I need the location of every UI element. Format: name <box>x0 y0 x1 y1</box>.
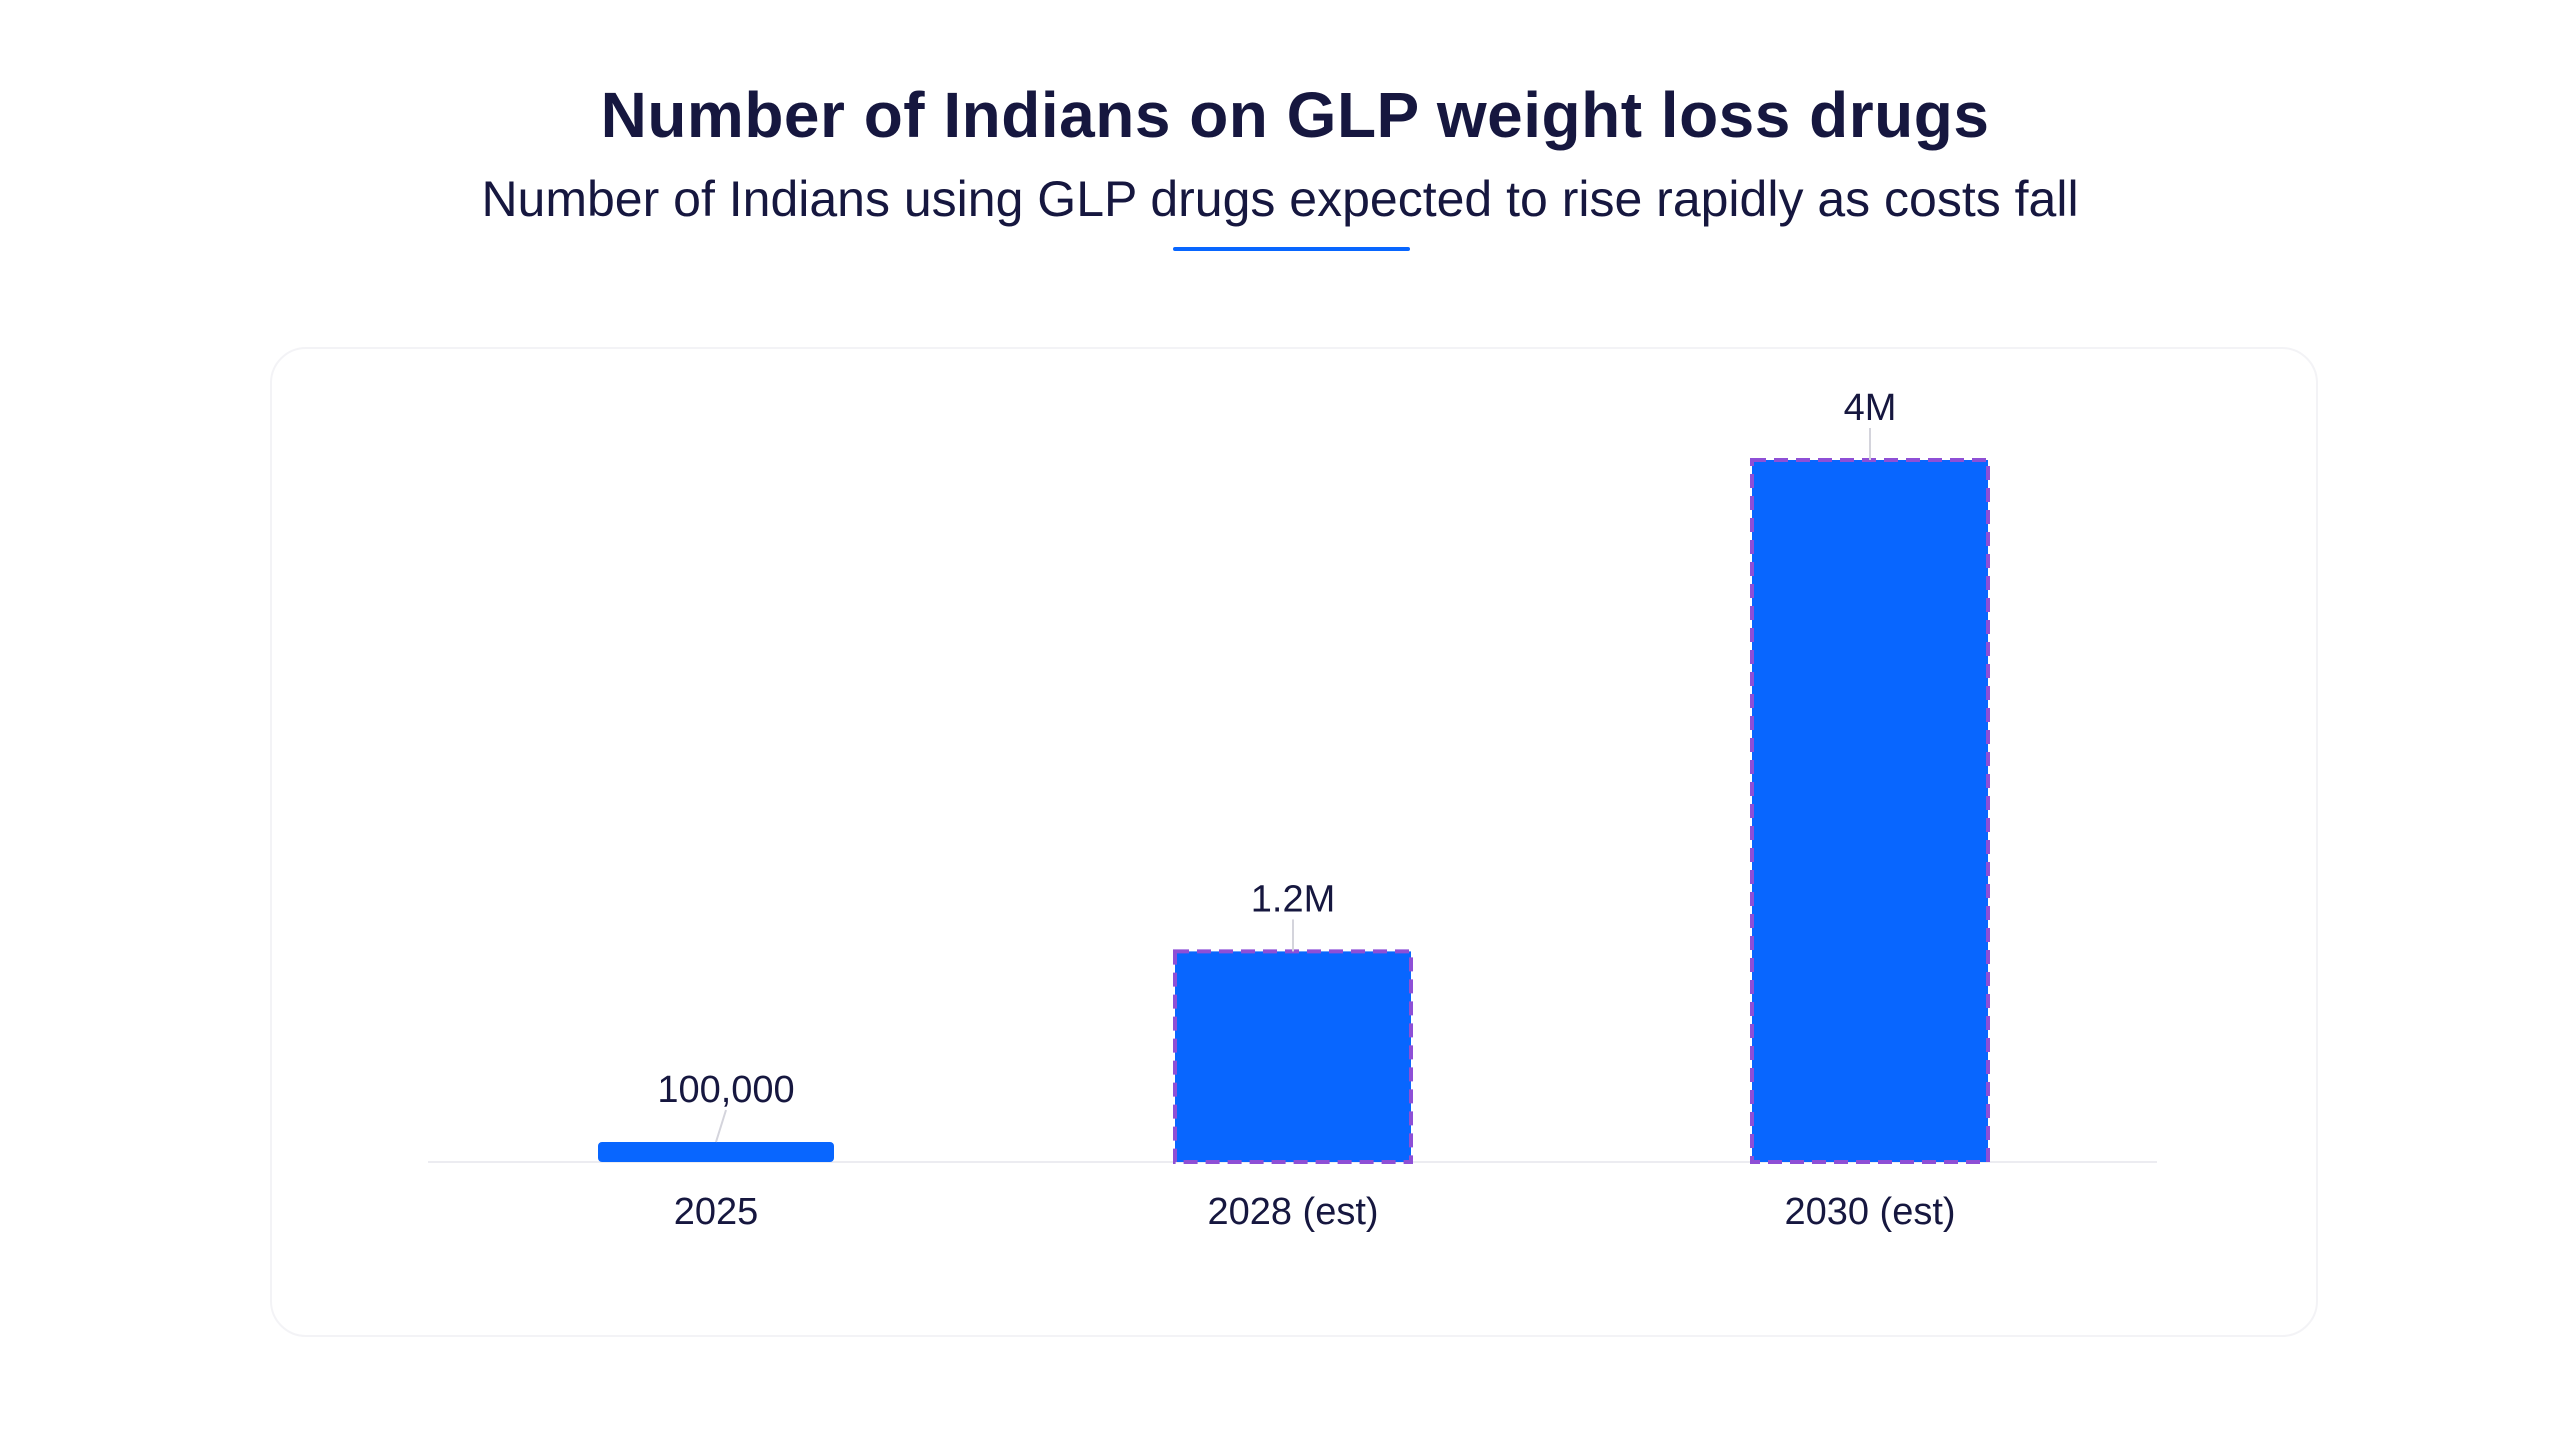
bar-2 <box>1750 458 1990 1164</box>
title-underline <box>1173 247 1410 251</box>
data-label-2: 4M <box>1844 387 1897 429</box>
bar-1 <box>1173 949 1413 1165</box>
data-label-leader-0 <box>715 1109 727 1143</box>
x-tick-label-2: 2030 (est) <box>1784 1191 1955 1233</box>
data-label-0: 100,000 <box>657 1069 794 1111</box>
data-label-1: 1.2M <box>1251 878 1335 920</box>
x-tick-label-0: 2025 <box>674 1191 759 1233</box>
bar-0 <box>598 1142 834 1162</box>
chart-subtitle: Number of Indians using GLP drugs expect… <box>481 171 2079 227</box>
x-tick-label-1: 2028 (est) <box>1207 1191 1378 1233</box>
chart-title: Number of Indians on GLP weight loss dru… <box>600 79 1990 151</box>
